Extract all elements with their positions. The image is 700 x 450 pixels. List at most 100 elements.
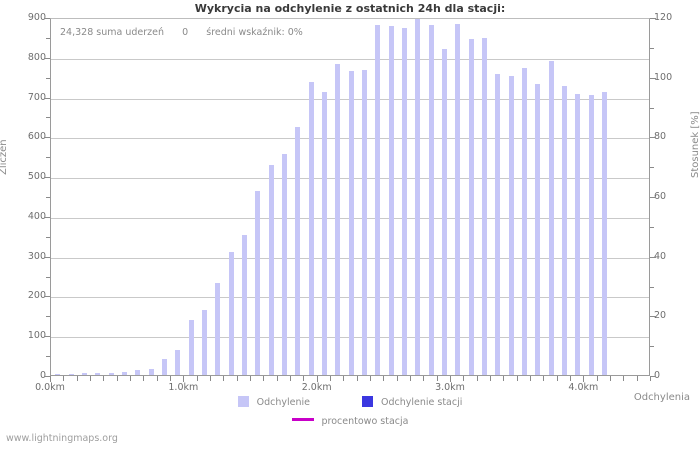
y-axis-left-tick [44,376,50,377]
y-axis-right-tick-label: 40 [654,250,667,262]
bar [81,373,87,375]
x-axis-tick [396,376,398,381]
y-axis-left-tick-label: 200 [27,290,46,302]
y-axis-left-tick-label: 0 [39,370,46,381]
y-axis-right-tick [650,197,656,198]
x-axis-tick [503,376,505,381]
chart-title: Wykrycia na odchylenie z ostatnich 24h d… [194,2,506,15]
bar [55,374,61,375]
y-axis-left-tick-label: 400 [27,210,46,222]
x-axis-tick [356,376,358,381]
bar [361,70,367,375]
y-axis-left-minor-tick [46,117,50,119]
y-axis-left-tick [44,18,50,19]
y-axis-right-tick-label: 20 [654,310,667,322]
x-axis-tick [636,376,638,381]
y-axis-right-tick [650,376,656,377]
x-axis-tick [50,376,51,382]
x-axis-tick [570,376,571,381]
legend-row-secondary: procentowo stacja [0,416,700,427]
y-axis-left-tick-label: 700 [27,91,46,103]
bar [561,85,567,375]
legend-line-swatch [291,418,314,421]
bar [161,359,167,375]
y-axis-right-minor-tick [650,107,654,109]
bar [601,91,607,375]
x-axis-tick [223,376,225,381]
y-axis-right-tick-label: 0 [654,370,661,381]
x-axis-tick-label: 2.0km [301,382,332,393]
x-axis-title: Odchylenia [633,392,690,403]
bar [135,370,141,375]
y-axis-left-minor-tick [46,37,50,39]
bar [95,373,101,375]
bar [228,251,234,375]
bar [348,70,354,375]
y-axis-right-tick-label: 100 [654,71,673,83]
x-axis-tick [583,376,585,382]
bar [321,91,327,375]
plot-area [50,18,650,376]
y-axis-left-minor-tick [46,316,50,318]
y-axis-right-minor-tick [650,346,654,348]
bar [401,27,407,375]
x-axis-tick [170,376,171,381]
bar [68,373,74,375]
bar [175,350,181,375]
bar [188,320,194,375]
x-axis-tick-label: 1.0km [168,382,199,393]
x-axis-tick [116,376,118,381]
x-axis-tick [303,376,305,381]
y-axis-right-minor-tick [650,286,654,288]
bar [241,234,247,375]
legend-row-primary: Odchylenie Odchylenie stacji [0,396,700,408]
bar [148,369,154,375]
x-axis-tick-label: 4.0km [568,382,599,393]
y-axis-right-tick-label: 60 [654,191,667,202]
y-axis-left-tick [44,177,50,179]
y-axis-right-minor-tick [650,226,654,228]
x-axis-tick-label: 3.0km [435,382,465,393]
x-axis-tick [383,376,385,381]
bar [535,84,541,375]
bar [575,93,581,375]
y-axis-right-minor-tick [650,167,654,169]
bar [468,38,474,375]
y-axis-left-minor-tick [46,236,50,238]
x-axis-tick [343,376,345,381]
y-axis-left-tick-label: 300 [27,250,46,262]
bar [268,165,274,375]
x-axis-tick-label: 0.0km [35,382,65,393]
bar [588,94,594,375]
x-axis-tick [596,376,598,381]
y-axis-left-tick-label: 500 [27,171,46,183]
bar [121,371,127,375]
gridline [51,58,649,60]
x-axis-tick [183,376,185,382]
legend-item[interactable]: Odchylenie stacji [361,396,462,408]
y-axis-left-minor-tick [46,157,50,159]
x-axis-tick [330,376,331,381]
y-axis-right-tick [650,77,656,79]
x-axis-tick [250,376,251,381]
x-axis-tick [423,376,425,381]
x-axis-tick [196,376,198,381]
legend-color-swatch [361,396,373,407]
y-axis-right-minor-tick [650,47,654,49]
bar-series-odchylenie [51,19,649,375]
bar [388,25,394,375]
bar [441,48,447,375]
legend-item[interactable]: Odchylenie [237,396,310,408]
x-axis-tick [143,376,145,381]
y-axis-right-tick [650,256,656,258]
x-axis-tick [436,376,438,381]
bar [295,127,301,375]
bar [415,19,421,375]
y-axis-right-tick [650,137,656,139]
x-axis-tick [530,376,531,381]
x-axis-tick [476,376,478,381]
x-axis-tick [63,376,65,381]
x-axis-tick [610,376,611,381]
legend-item[interactable]: procentowo stacja [291,416,408,427]
legend-color-swatch [237,396,249,407]
